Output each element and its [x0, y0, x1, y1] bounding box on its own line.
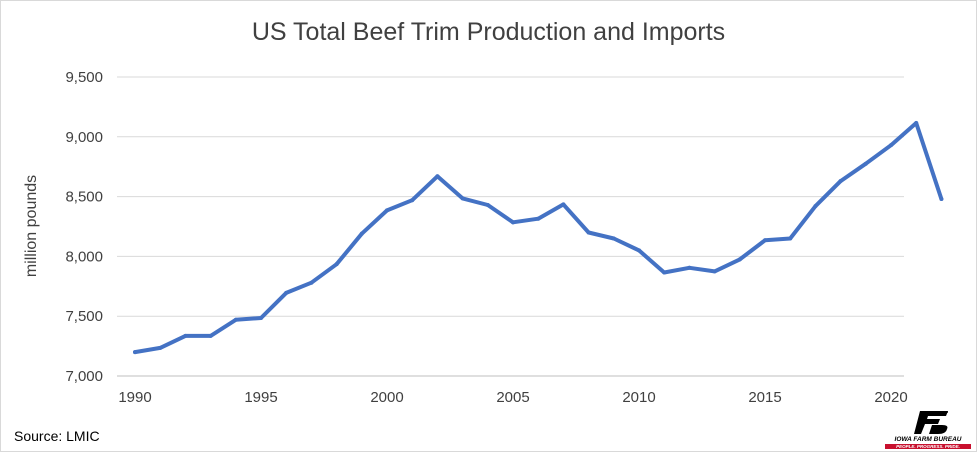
y-tick-label: 7,500: [65, 308, 103, 325]
x-tick-labels: 1990 1995 2000 2005 2010 2015 2020: [118, 389, 907, 406]
data-point: [460, 196, 465, 201]
logo-tagline: PEOPLE. PROGRESS. PRIDE.: [885, 444, 971, 449]
y-tick-label: 8,500: [65, 189, 103, 206]
fb-logo-icon: [914, 411, 948, 434]
data-point: [914, 121, 919, 126]
data-point: [662, 270, 667, 275]
data-point: [410, 198, 415, 203]
data-point: [334, 262, 339, 267]
data-point: [863, 161, 868, 166]
data-point: [233, 317, 238, 322]
x-tick-label: 2015: [748, 389, 781, 406]
x-tick-label: 2000: [370, 389, 403, 406]
data-point: [561, 202, 566, 207]
data-point: [712, 269, 717, 274]
data-point: [737, 257, 742, 262]
chart-title: US Total Beef Trim Production and Import…: [251, 18, 726, 46]
x-tick-label: 2010: [622, 389, 655, 406]
series-group: [133, 121, 944, 355]
x-tick-label: 1990: [118, 389, 151, 406]
data-point: [133, 350, 137, 355]
y-tick-label: 9,000: [65, 129, 103, 146]
data-point: [763, 238, 767, 243]
y-tick-label: 7,000: [65, 368, 103, 385]
y-tick-label: 9,500: [65, 69, 103, 86]
data-point: [183, 333, 188, 338]
data-point: [511, 220, 515, 225]
data-point: [435, 174, 440, 179]
data-point: [687, 265, 692, 270]
data-point: [611, 236, 616, 241]
data-point: [637, 248, 641, 253]
data-point: [788, 236, 793, 241]
data-point: [536, 216, 541, 221]
data-point: [385, 208, 389, 213]
gridlines: [117, 76, 904, 377]
data-point: [359, 231, 364, 236]
data-point: [586, 230, 591, 235]
data-point: [485, 202, 490, 207]
data-point: [813, 204, 818, 209]
y-tick-label: 8,000: [65, 248, 103, 265]
logo-wordmark: IOWA FARM BUREAU: [894, 436, 962, 443]
data-point: [939, 196, 944, 201]
y-tick-labels: 7,000 7,500 8,000 8,500 9,000 9,500: [65, 69, 103, 385]
data-point: [838, 179, 843, 184]
data-point: [889, 143, 893, 148]
data-point: [284, 290, 289, 295]
data-point: [208, 333, 213, 338]
data-point: [158, 345, 163, 350]
x-tick-label: 1995: [244, 389, 277, 406]
iowa-farm-bureau-logo: IOWA FARM BUREAU PEOPLE. PROGRESS. PRIDE…: [884, 409, 972, 449]
data-point: [309, 280, 314, 285]
source-note: Source: LMIC: [14, 428, 100, 444]
x-tick-label: 2005: [496, 389, 529, 406]
data-point: [259, 315, 263, 320]
x-tick-label: 2020: [874, 389, 907, 406]
series-line: [133, 121, 944, 355]
